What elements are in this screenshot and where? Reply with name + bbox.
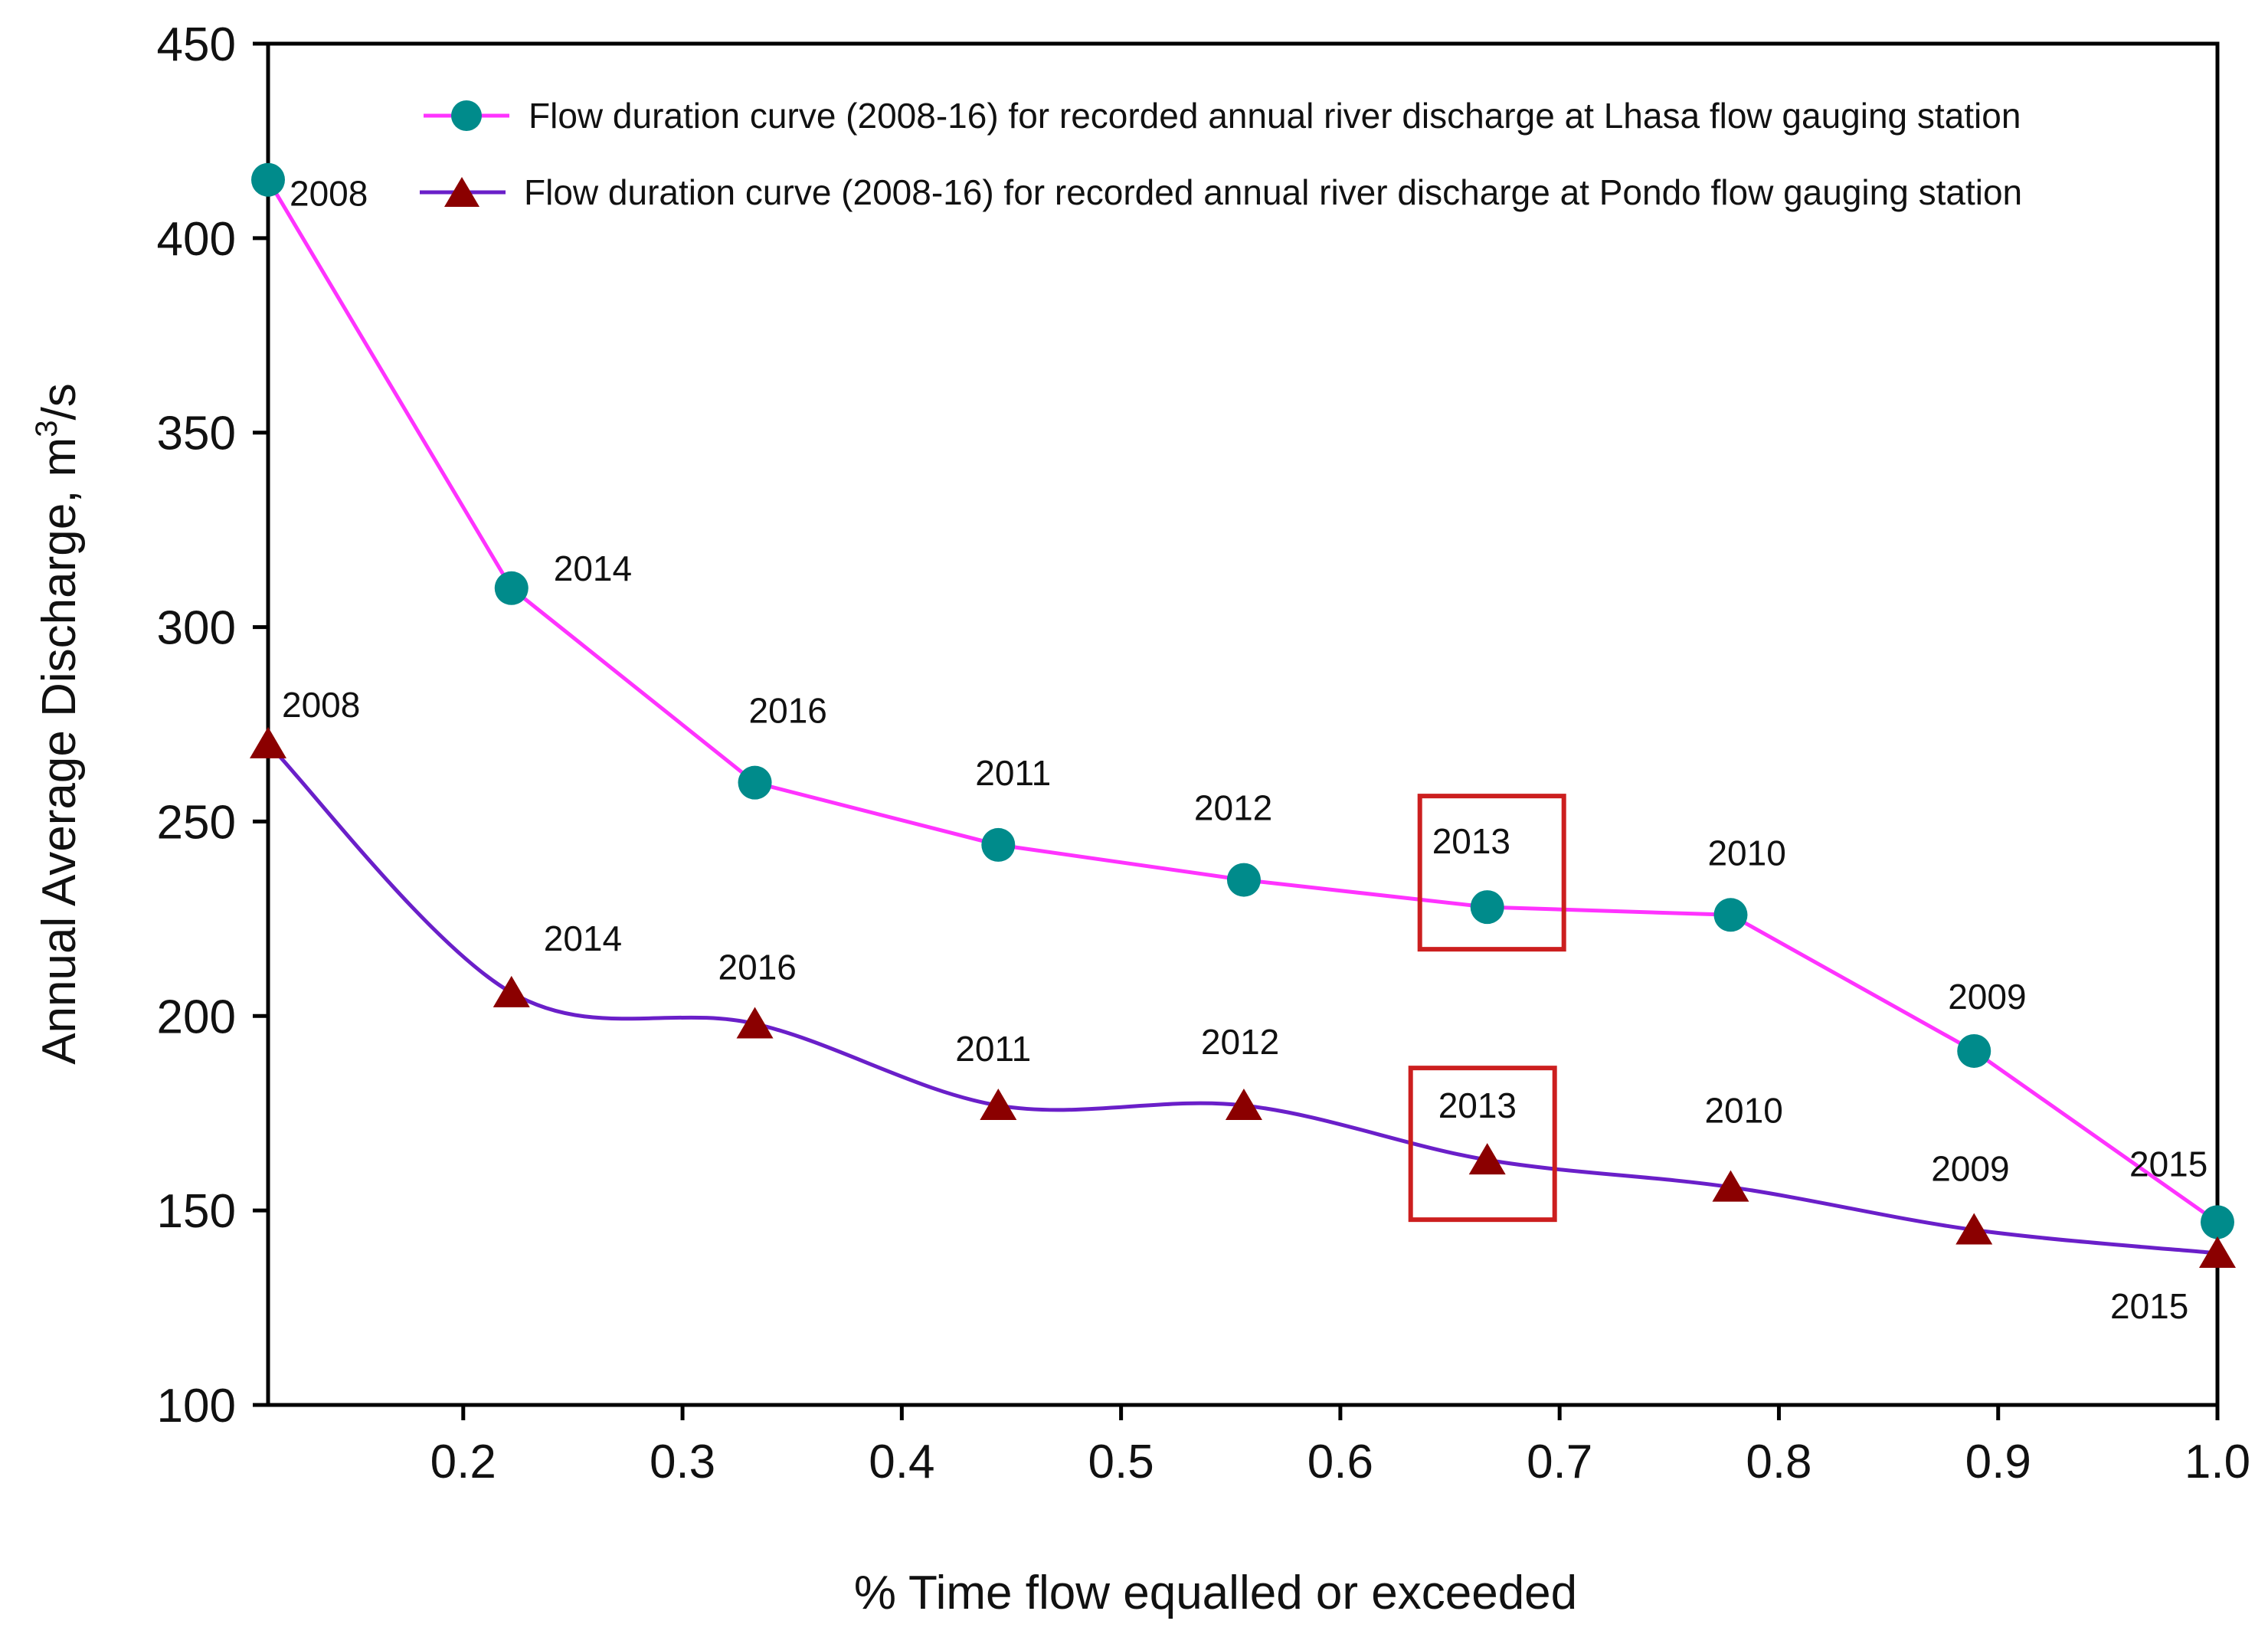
x-tick-label: 0.9 [1965, 1436, 2031, 1488]
data-point-pondo [980, 1089, 1017, 1121]
data-point-lhasa [494, 571, 529, 605]
series-line-pondo [267, 742, 2218, 1256]
data-point-lhasa [981, 827, 1016, 862]
x-tick-label: 0.6 [1307, 1436, 1373, 1488]
data-point-lhasa [1470, 890, 1504, 925]
series-lhasa: 2008 2014 2016 2011 2012 2013 2010 2009 2015 [251, 162, 2234, 1239]
y-tick-label: 200 [157, 991, 236, 1043]
point-label-pondo: 2014 [544, 919, 622, 958]
y-axis-label: Annual Average Discharge, m3/s [30, 383, 86, 1065]
data-point-pondo [2199, 1236, 2236, 1268]
y-axis-label-superscript: 3 [30, 420, 64, 437]
point-label-pondo: 2010 [1704, 1091, 1782, 1131]
y-tick-label: 100 [157, 1380, 236, 1433]
point-label-lhasa: 2010 [1707, 833, 1785, 873]
data-point-lhasa [738, 765, 772, 800]
x-tick-label: 0.4 [869, 1436, 934, 1488]
legend-label-pondo: Flow duration curve (2008-16) for record… [524, 172, 2022, 212]
point-label-pondo: 2011 [955, 1029, 1031, 1069]
point-label-pondo: 2009 [1931, 1149, 2009, 1189]
highlight-box-pondo-2013 [1408, 1066, 1557, 1223]
y-tick-label: 300 [157, 602, 236, 655]
x-tick-label: 0.5 [1088, 1436, 1154, 1488]
data-point-lhasa [251, 162, 285, 197]
data-point-lhasa [1713, 898, 1748, 932]
x-tick-label: 0.3 [650, 1436, 715, 1488]
data-point-lhasa [1957, 1033, 1991, 1068]
legend-label-lhasa: Flow duration curve (2008-16) for record… [529, 96, 2021, 136]
data-point-pondo [1955, 1213, 1993, 1245]
point-label-lhasa: 2011 [975, 753, 1051, 793]
y-axis-label-unit: /s [33, 383, 86, 420]
x-tick-label: 1.0 [2185, 1436, 2250, 1488]
point-label-lhasa: 2014 [554, 548, 632, 588]
point-label-pondo: 2016 [718, 947, 797, 987]
data-point-pondo [736, 1007, 774, 1039]
data-point-pondo [250, 726, 286, 758]
point-label-lhasa: 2012 [1194, 788, 1272, 828]
y-tick-label: 350 [157, 408, 236, 460]
x-axis-ticks: 0.2 0.3 0.4 0.5 0.6 0.7 0.8 0.9 1.0 [430, 1405, 2250, 1488]
point-label-pondo: 2012 [1201, 1022, 1279, 1062]
y-tick-label: 400 [157, 213, 236, 266]
data-point-lhasa [2201, 1205, 2234, 1239]
data-point-pondo [1225, 1089, 1262, 1121]
y-tick-label: 150 [157, 1185, 236, 1238]
y-tick-label: 250 [157, 796, 236, 849]
y-axis-label-main: Annual Average Discharge, m [33, 437, 86, 1065]
data-point-lhasa [1226, 863, 1261, 897]
data-point-pondo [1468, 1143, 1506, 1175]
legend: Flow duration curve (2008-16) for record… [420, 96, 2022, 212]
x-tick-label: 0.7 [1527, 1436, 1592, 1488]
point-label-lhasa: 2008 [290, 174, 368, 214]
y-tick-label: 450 [157, 18, 236, 71]
legend-marker-lhasa [451, 100, 482, 131]
legend-marker-pondo [444, 177, 479, 207]
series-line-lhasa [266, 178, 2219, 1224]
x-axis-label: % Time flow equalled or exceeded [854, 1567, 1577, 1619]
series-pondo: 2008 2014 2016 2011 2012 2013 2010 2009 2015 [250, 685, 2236, 1326]
data-point-pondo [1712, 1170, 1749, 1202]
x-tick-label: 0.2 [430, 1436, 496, 1488]
x-tick-label: 0.8 [1746, 1436, 1811, 1488]
plot-frame [266, 41, 2220, 1407]
point-label-lhasa: 2016 [749, 691, 827, 731]
data-point-pondo [493, 975, 530, 1007]
point-label-lhasa: 2015 [2129, 1144, 2207, 1184]
y-axis-ticks: 100 150 200 250 300 350 400 450 [157, 18, 268, 1433]
point-label-pondo: 2013 [1438, 1086, 1517, 1125]
point-label-lhasa: 2009 [1948, 977, 2026, 1017]
point-label-pondo: 2015 [2110, 1286, 2188, 1326]
point-label-lhasa: 2013 [1432, 821, 1510, 861]
highlight-boxes [1408, 794, 1566, 1223]
point-label-pondo: 2008 [282, 685, 360, 725]
highlight-box-lhasa-2013 [1417, 794, 1566, 952]
